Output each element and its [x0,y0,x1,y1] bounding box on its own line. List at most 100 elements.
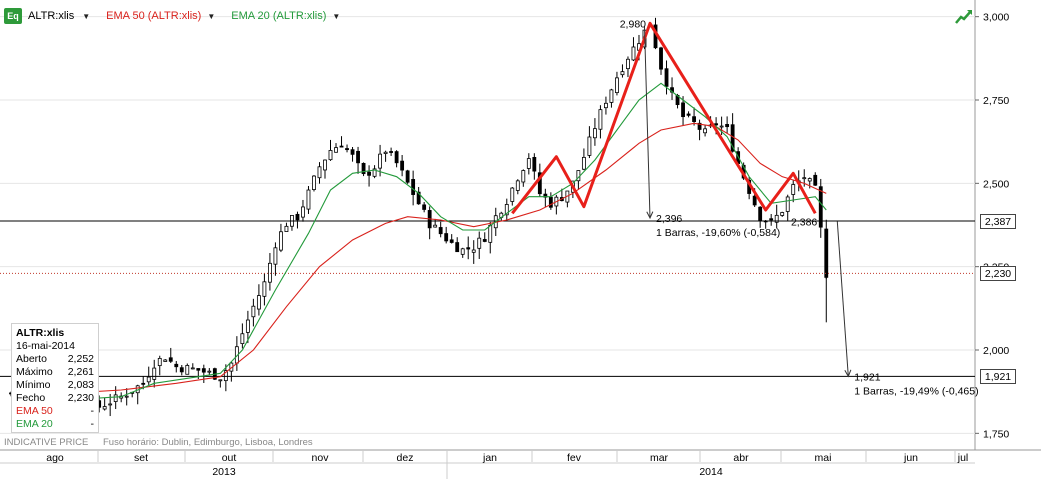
candle-body [626,58,630,70]
price-tag-last[interactable]: 2,230 [980,266,1016,282]
candle-body [279,231,283,251]
x-tick-label: nov [312,452,330,464]
x-year-label: 2013 [212,466,236,478]
candle-body [725,124,730,128]
candle-body [537,172,542,195]
candle-body [697,122,702,130]
candle-body [400,160,405,171]
candle-body [405,170,410,183]
x-tick-label: ago [46,452,64,464]
candle-body [201,368,206,373]
candle-body [345,148,349,151]
candle-body [758,206,763,222]
candle-body [785,196,790,212]
candle-body [301,206,305,218]
candle-body [367,171,371,176]
x-tick-label: dez [397,452,414,464]
projection-arrow [836,221,849,377]
candle-body [769,218,774,221]
candle-body [433,224,438,228]
candle-body [752,195,757,206]
candle-body [593,128,597,139]
candle-body [141,382,146,385]
neckline-label: 2,386 [791,216,817,228]
candle-body [328,150,333,161]
candle-body [686,113,691,116]
candle-body [174,363,179,368]
candle-body [284,225,289,232]
x-tick-label: fev [567,452,582,464]
candle-body [251,305,256,318]
y-tick-label: 2,750 [983,95,1009,107]
symbol-dropdown-icon[interactable]: ▼ [82,11,91,21]
y-tick-label: 3,000 [983,12,1009,24]
price-tag-target[interactable]: 1,921 [980,369,1016,385]
info-row-close: Fecho 2,230 [16,392,94,405]
candle-body [378,153,382,169]
candle-body [113,394,118,402]
candle-body [350,149,355,155]
trend-arrow-icon[interactable] [955,9,973,25]
candle-body [422,204,427,210]
candle-body [466,247,471,250]
candle-body [218,379,223,382]
candle-body [504,204,509,216]
info-value: - [90,418,95,430]
info-value: 2,261 [67,366,94,378]
candle-body [240,333,245,344]
candle-body [449,239,454,243]
candle-body [526,158,531,169]
candle-body [102,406,107,410]
candle-body [477,237,482,249]
candle-body [168,357,173,362]
candle-body [659,47,663,70]
ema20-line [10,82,827,401]
x-tick-label: jan [482,452,497,464]
candle-body [510,187,515,202]
y-tick-label: 2,000 [983,345,1009,357]
candle-body [587,136,592,156]
candle-body [207,370,212,373]
y-tick-label: 1,750 [983,428,1009,440]
info-label: EMA 20 [16,418,53,430]
projection-arrowhead [844,369,852,378]
candle-body [818,186,823,228]
candle-body [394,151,399,164]
info-row-ema50: EMA 50 - [16,405,94,418]
candle-body [692,116,696,122]
x-tick-label: out [222,452,237,464]
candle-body [312,175,316,190]
info-value: 2,252 [67,353,94,365]
pattern-trendline [511,21,817,215]
candle-body [455,242,460,253]
candle-body [598,109,603,130]
candle-body [152,367,157,380]
candle-body [295,213,300,221]
price-tag-upper[interactable]: 2,387 [980,214,1016,229]
candle-body [334,147,338,153]
ema50-label[interactable]: EMA 50 (ALTR:xlis) [106,10,202,22]
x-tick-label: jul [957,452,969,464]
candle-body [356,150,360,164]
candle-body [190,367,195,370]
candle-body [438,227,443,235]
candle-body [339,145,344,148]
y-tick-label: 2,500 [983,178,1009,190]
drop2-target-label: 1,921 [854,371,880,383]
candle-body [780,212,785,216]
candle-body [245,319,250,333]
equity-icon[interactable]: Eq [4,8,22,24]
candle-body [383,151,388,154]
ema20-label[interactable]: EMA 20 (ALTR:xlis) [231,10,327,22]
symbol-label[interactable]: ALTR:xlis [28,10,75,22]
ema50-dropdown-icon[interactable]: ▼ [207,11,216,21]
candle-body [223,370,228,382]
ema20-dropdown-icon[interactable]: ▼ [332,11,341,21]
info-label: Máximo [16,366,53,378]
info-row-ema20: EMA 20 - [16,418,94,431]
x-tick-label: jun [903,452,918,464]
candle-body [389,151,394,153]
x-year-label: 2014 [699,466,723,478]
projection-arrow [643,26,651,219]
